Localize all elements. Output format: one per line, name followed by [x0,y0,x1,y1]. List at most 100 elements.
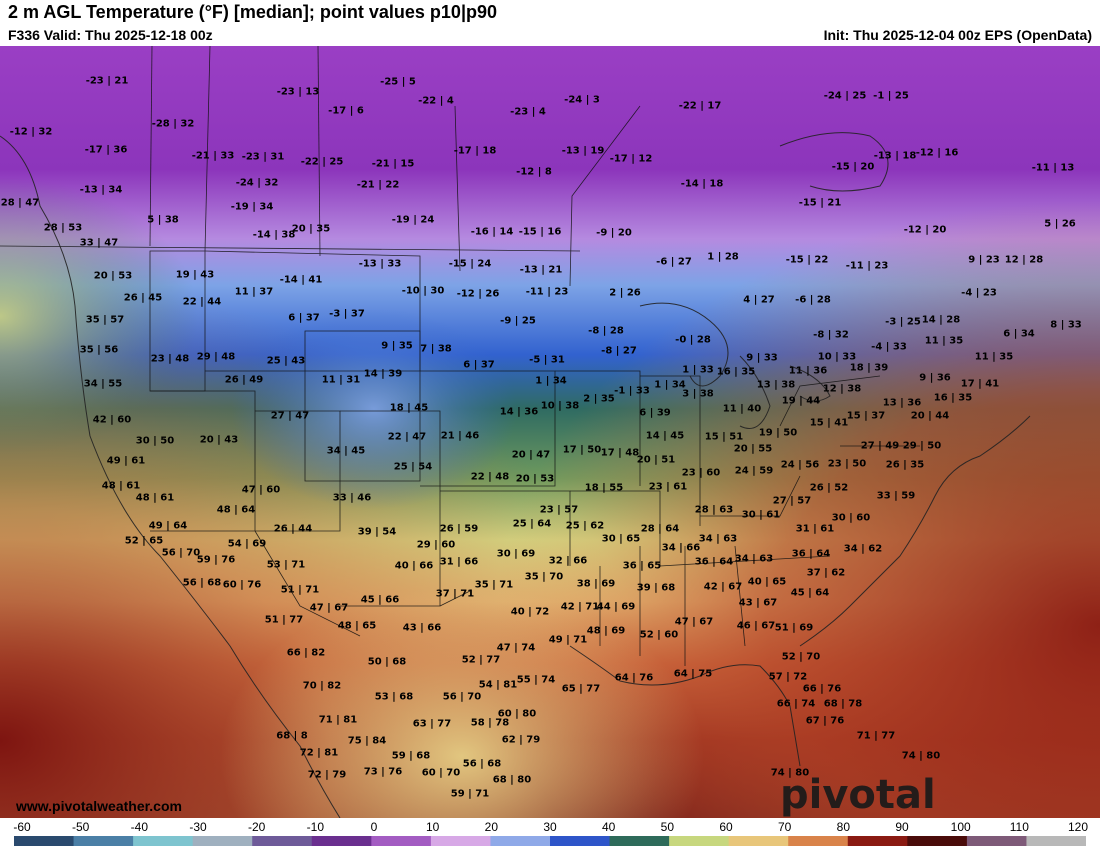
point-value: 1 | 34 [654,379,686,391]
point-value: 47 | 74 [496,642,536,654]
point-value: -13 | 18 [873,150,917,162]
valid-time: F336 Valid: Thu 2025-12-18 00z [8,27,213,43]
point-value: -0 | 28 [675,334,711,346]
point-value: -28 | 32 [151,118,195,130]
point-value: 34 | 62 [843,543,883,555]
point-value: 27 | 57 [772,495,812,507]
point-value: 59 | 71 [450,788,490,800]
point-value: 15 | 41 [809,417,849,429]
website-label[interactable]: www.pivotalweather.com [16,798,182,814]
legend-color-segment [490,836,551,846]
point-value: 49 | 64 [148,520,188,532]
point-value: -11 | 23 [845,260,889,272]
point-value: -22 | 4 [418,95,454,107]
point-value: -23 | 4 [510,106,546,118]
point-value: 51 | 69 [774,622,814,634]
point-value: 35 | 57 [85,314,125,326]
point-value: 22 | 47 [387,431,427,443]
legend-tick-label: 40 [601,820,616,834]
point-value: 11 | 36 [788,365,828,377]
legend-color-segment [728,836,789,846]
point-value: -22 | 25 [300,156,344,168]
point-value: 26 | 45 [123,292,163,304]
point-value: 22 | 48 [470,471,510,483]
point-value: 74 | 80 [901,750,941,762]
point-value: 35 | 71 [474,579,514,591]
legend-color-segment [847,836,908,846]
point-value: 20 | 55 [733,443,773,455]
point-value: 38 | 69 [576,578,616,590]
point-value: 14 | 39 [363,368,403,380]
point-value: 11 | 40 [722,403,762,415]
point-value: 6 | 34 [1003,328,1035,340]
point-value: 27 | 49 [860,440,900,452]
point-value: 48 | 64 [216,504,256,516]
point-value: -6 | 27 [656,256,692,268]
point-value: 19 | 44 [781,395,821,407]
point-value: 33 | 59 [876,490,916,502]
point-value: -23 | 21 [85,75,129,87]
point-value: -12 | 8 [516,166,552,178]
point-value: 56 | 68 [462,758,502,770]
point-value: -11 | 13 [1031,162,1075,174]
legend-color-segment [550,836,611,846]
point-value: 28 | 63 [694,504,734,516]
legend-tick-label: 120 [1067,820,1089,834]
point-value: 56 | 70 [161,547,201,559]
point-value: 52 | 77 [461,654,501,666]
point-value: 30 | 60 [831,512,871,524]
point-value: -22 | 17 [678,100,722,112]
point-value: 26 | 49 [224,374,264,386]
point-value: 42 | 71 [560,601,600,613]
point-value: 31 | 61 [795,523,835,535]
point-value: 5 | 26 [1044,218,1076,230]
point-value: 30 | 65 [601,533,641,545]
point-value: 72 | 79 [307,769,347,781]
point-value: 60 | 80 [497,708,537,720]
point-value: 43 | 66 [402,622,442,634]
point-value: -13 | 33 [358,258,402,270]
point-value: 42 | 60 [92,414,132,426]
point-value: -9 | 20 [596,227,632,239]
point-value: 66 | 76 [802,683,842,695]
point-value: 34 | 45 [326,445,366,457]
point-value: -15 | 16 [518,226,562,238]
legend-color-segment [430,836,491,846]
point-value: -17 | 6 [328,105,364,117]
point-value: 71 | 77 [856,730,896,742]
point-value: -16 | 14 [470,226,514,238]
point-value: 68 | 8 [276,730,308,742]
point-value: 20 | 35 [291,223,331,235]
legend-tick-label: -30 [189,820,207,834]
legend-color-segment [133,836,194,846]
point-value: 7 | 38 [420,343,452,355]
point-value: 54 | 69 [227,538,267,550]
point-value: 52 | 60 [639,629,679,641]
point-value: 55 | 74 [516,674,556,686]
point-value: 25 | 54 [393,461,433,473]
point-value: 18 | 55 [584,482,624,494]
point-value: 4 | 27 [743,294,775,306]
temperature-map[interactable]: -23 | 21 -25 | 5 -23 | 13 -22 | 4 -24 | 3 -22… [0,46,1100,818]
point-value: -1 | 33 [614,385,650,397]
point-value: 23 | 57 [539,504,579,516]
point-value: -15 | 22 [785,254,829,266]
point-value: 21 | 46 [440,430,480,442]
point-value: 40 | 65 [747,576,787,588]
point-value: 17 | 50 [562,444,602,456]
point-value: -11 | 23 [525,286,569,298]
point-value: 9 | 35 [381,340,413,352]
point-value: 74 | 80 [770,767,810,779]
legend-tick-label: 50 [660,820,675,834]
point-value: 67 | 76 [805,715,845,727]
point-value: -1 | 25 [873,90,909,102]
point-value: -24 | 3 [564,94,600,106]
point-value: 64 | 76 [614,672,654,684]
legend-tick-label: -60 [13,820,31,834]
point-value: -15 | 20 [831,161,875,173]
point-value: -13 | 21 [519,264,563,276]
legend-tick-label: 60 [719,820,733,834]
point-value: 9 | 23 [968,254,1000,266]
legend-tick-label: 90 [895,820,909,834]
point-value: 53 | 68 [374,691,414,703]
